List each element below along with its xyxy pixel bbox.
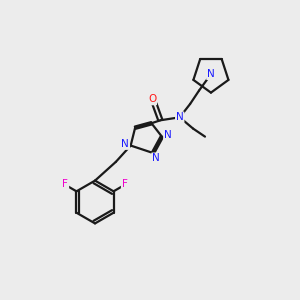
Text: N: N bbox=[176, 112, 184, 122]
Text: N: N bbox=[122, 139, 129, 149]
Text: N: N bbox=[152, 153, 160, 163]
Text: N: N bbox=[207, 69, 215, 79]
Text: F: F bbox=[122, 179, 128, 189]
Text: F: F bbox=[62, 179, 68, 189]
Text: N: N bbox=[164, 130, 172, 140]
Text: O: O bbox=[148, 94, 156, 104]
